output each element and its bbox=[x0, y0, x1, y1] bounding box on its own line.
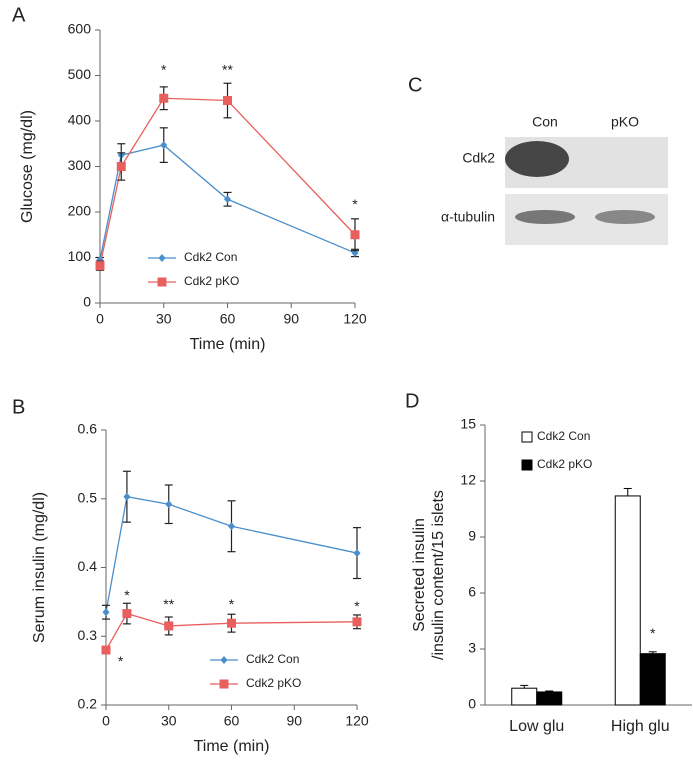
marker bbox=[352, 617, 362, 627]
y-axis-label: /insulin content/15 islets bbox=[430, 490, 447, 660]
blot-band bbox=[595, 210, 655, 224]
y-axis-label: Glucose (mg/dl) bbox=[19, 110, 36, 223]
annotation: ** bbox=[222, 62, 233, 78]
annotation: ** bbox=[163, 596, 174, 612]
marker bbox=[223, 96, 232, 106]
marker bbox=[165, 500, 173, 509]
marker bbox=[164, 621, 174, 631]
y-tick-label: 400 bbox=[68, 112, 92, 128]
y-tick-label: 0 bbox=[83, 294, 91, 310]
marker bbox=[227, 618, 236, 628]
y-tick-label: 0.3 bbox=[78, 627, 98, 643]
series-line bbox=[99, 97, 356, 266]
y-tick-label: 100 bbox=[68, 248, 92, 264]
row-label: Cdk2 bbox=[462, 150, 495, 166]
x-tick-label: 30 bbox=[161, 713, 177, 729]
annotation: * bbox=[161, 62, 167, 78]
x-tick-label: 0 bbox=[96, 311, 104, 327]
panel-letter: A bbox=[12, 4, 26, 26]
row-label: α-tubulin bbox=[441, 209, 495, 225]
annotation: * bbox=[124, 587, 130, 603]
y-tick-label: 6 bbox=[468, 584, 476, 600]
legend-marker bbox=[157, 277, 167, 287]
y-tick-label: 0 bbox=[468, 696, 476, 712]
annotation: * bbox=[352, 196, 358, 212]
column-label: Con bbox=[532, 114, 558, 130]
marker bbox=[122, 609, 132, 619]
y-tick-label: 300 bbox=[68, 157, 92, 173]
y-tick-label: 500 bbox=[68, 66, 92, 82]
annotation: * bbox=[118, 653, 124, 669]
column-label: pKO bbox=[611, 114, 639, 130]
legend-marker bbox=[220, 656, 228, 664]
x-tick-label: 90 bbox=[283, 311, 299, 327]
y-tick-label: 3 bbox=[468, 640, 476, 656]
blot-band bbox=[515, 210, 575, 224]
marker bbox=[350, 230, 360, 240]
annotation: * bbox=[650, 625, 656, 641]
y-axis-label: Serum insulin (mg/dl) bbox=[31, 492, 48, 643]
bar bbox=[536, 691, 563, 706]
y-tick-label: 600 bbox=[68, 21, 92, 37]
x-axis-label: Time (min) bbox=[190, 336, 266, 353]
y-axis-label: Secreted insulin bbox=[411, 518, 428, 632]
y-tick-label: 0.2 bbox=[78, 696, 98, 712]
bar bbox=[639, 653, 666, 706]
bar bbox=[614, 495, 641, 706]
marker bbox=[101, 645, 111, 655]
marker bbox=[123, 492, 131, 501]
marker bbox=[159, 93, 169, 103]
legend-label: Cdk2 pKO bbox=[184, 274, 239, 288]
x-tick-label: 90 bbox=[286, 713, 302, 729]
marker bbox=[95, 261, 105, 271]
marker bbox=[224, 195, 231, 204]
bar bbox=[511, 687, 538, 706]
y-tick-label: 0.4 bbox=[78, 558, 98, 574]
legend-label: Cdk2 Con bbox=[184, 250, 237, 264]
annotation: * bbox=[354, 598, 360, 614]
y-tick-label: 0.5 bbox=[78, 489, 98, 505]
legend-swatch bbox=[521, 459, 533, 471]
panel-letter: D bbox=[405, 390, 419, 412]
legend-marker bbox=[158, 254, 166, 262]
y-tick-label: 0.6 bbox=[78, 421, 98, 437]
legend-label: Cdk2 pKO bbox=[246, 676, 301, 690]
marker bbox=[102, 608, 110, 617]
panel-letter: C bbox=[408, 74, 422, 96]
x-tick-label: Low glu bbox=[509, 718, 564, 735]
annotation: * bbox=[229, 596, 235, 612]
marker bbox=[228, 522, 235, 531]
marker bbox=[353, 549, 361, 558]
marker bbox=[160, 141, 168, 150]
x-tick-label: 0 bbox=[102, 713, 110, 729]
legend-label: Cdk2 Con bbox=[246, 652, 299, 666]
x-tick-label: 60 bbox=[220, 311, 236, 327]
legend-marker bbox=[219, 679, 229, 689]
y-tick-label: 200 bbox=[68, 203, 92, 219]
marker bbox=[116, 162, 126, 171]
x-tick-label: 120 bbox=[343, 311, 367, 327]
y-tick-label: 12 bbox=[460, 472, 476, 488]
legend-label: Cdk2 pKO bbox=[537, 457, 592, 471]
y-tick-label: 9 bbox=[468, 528, 476, 544]
legend-label: Cdk2 Con bbox=[537, 429, 590, 443]
x-tick-label: 60 bbox=[224, 713, 240, 729]
y-tick-label: 15 bbox=[460, 416, 476, 432]
legend-swatch bbox=[521, 431, 533, 443]
blot-band bbox=[505, 141, 569, 177]
x-tick-label: High glu bbox=[611, 718, 670, 735]
x-axis-label: Time (min) bbox=[194, 738, 270, 755]
x-tick-label: 120 bbox=[345, 713, 369, 729]
x-tick-label: 30 bbox=[156, 311, 172, 327]
panel-letter: B bbox=[12, 396, 25, 418]
